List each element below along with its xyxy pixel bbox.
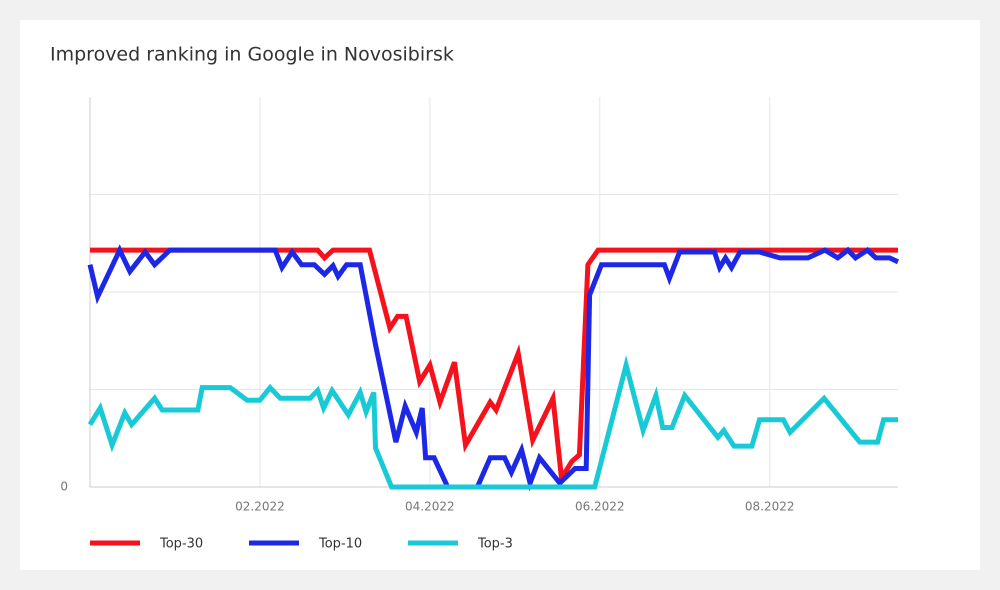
- legend-label: Top-30: [159, 537, 203, 552]
- line-series: [87, 244, 900, 492]
- x-tick-label: 04.2022: [405, 500, 455, 514]
- legend-label: Top-3: [477, 537, 513, 552]
- chart-title: Improved ranking in Google in Novosibirs…: [50, 44, 454, 66]
- card: [20, 20, 980, 570]
- x-tick-label: 08.2022: [745, 500, 795, 514]
- y-tick-label: 0: [60, 480, 68, 494]
- x-tick-label: 02.2022: [235, 500, 285, 514]
- x-tick-label: 06.2022: [575, 500, 625, 514]
- line-series: [87, 355, 898, 490]
- line-series: [90, 247, 898, 486]
- legend-label: Top-10: [318, 537, 362, 552]
